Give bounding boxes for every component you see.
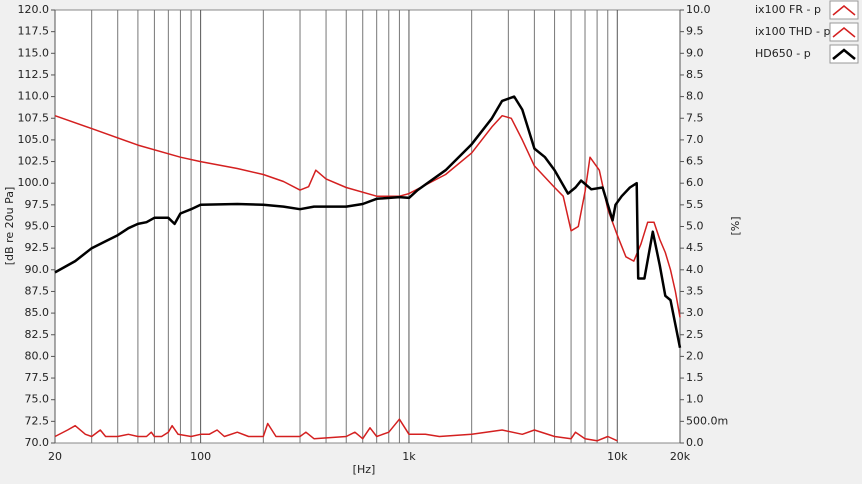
x-tick-label: 1k — [402, 450, 416, 463]
y-tick-label: 77.5 — [25, 371, 50, 384]
plot-area — [54, 9, 681, 444]
y2-tick-label: 2.0 — [686, 349, 704, 362]
y2-tick-label: 7.0 — [686, 133, 704, 146]
y-tick-label: 87.5 — [25, 284, 50, 297]
x-axis-label: [Hz] — [353, 463, 376, 476]
y2-tick-label: 500.0m — [686, 414, 728, 427]
y-tick-label: 100.0 — [18, 176, 50, 189]
legend-label: ix100 FR - p — [755, 3, 821, 16]
legend-swatch-box — [829, 22, 859, 42]
series-line — [54, 114, 681, 318]
y-tick-label: 107.5 — [18, 111, 50, 124]
y-axis-label: [dB re 20u Pa] — [3, 187, 16, 266]
y2-axis-label: [%] — [729, 216, 742, 235]
y2-tick-label: 6.0 — [686, 176, 704, 189]
series-line — [54, 95, 682, 348]
legend-swatch — [832, 5, 856, 16]
y-tick-label: 95.0 — [25, 220, 50, 233]
y-tick-label: 105.0 — [18, 133, 50, 146]
y2-tick-label: 1.0 — [686, 393, 704, 406]
y2-tick-label: 4.5 — [686, 241, 704, 254]
y2-tick-label: 3.5 — [686, 284, 704, 297]
y2-tick-label: 5.5 — [686, 198, 704, 211]
legend-label: ix100 THD - p — [755, 25, 830, 38]
y2-tick-label: 10.0 — [686, 3, 711, 16]
x-tick-label: 20k — [670, 450, 691, 463]
y-tick-label: 112.5 — [18, 68, 50, 81]
y-tick-label: 85.0 — [25, 306, 50, 319]
x-tick-label: 10k — [607, 450, 628, 463]
y2-tick-label: 6.5 — [686, 155, 704, 168]
y-tick-label: 72.5 — [25, 414, 50, 427]
legend-swatch — [832, 27, 856, 38]
y-tick-label: 90.0 — [25, 263, 50, 276]
y-tick-label: 120.0 — [18, 3, 50, 16]
y2-tick-label: 2.5 — [686, 328, 704, 341]
y-tick-label: 110.0 — [18, 90, 50, 103]
y-tick-label: 115.0 — [18, 46, 50, 59]
legend-swatch-box — [829, 0, 859, 20]
y-tick-label: 70.0 — [25, 436, 50, 449]
legend-swatch-box — [829, 44, 859, 64]
y-tick-label: 92.5 — [25, 241, 50, 254]
y-tick-label: 75.0 — [25, 393, 50, 406]
y-tick-label: 117.5 — [18, 25, 50, 38]
legend-swatch — [832, 48, 856, 60]
y2-tick-label: 8.0 — [686, 90, 704, 103]
y-tick-label: 102.5 — [18, 155, 50, 168]
legend-label: HD650 - p — [755, 47, 811, 60]
y2-tick-label: 9.5 — [686, 25, 704, 38]
y2-tick-label: 7.5 — [686, 111, 704, 124]
y2-tick-label: 1.5 — [686, 371, 704, 384]
x-tick-label: 100 — [190, 450, 211, 463]
y2-tick-label: 0.0 — [686, 436, 704, 449]
y-tick-label: 82.5 — [25, 328, 50, 341]
y2-tick-label: 9.0 — [686, 46, 704, 59]
x-tick-label: 20 — [48, 450, 62, 463]
y-tick-label: 80.0 — [25, 349, 50, 362]
y2-tick-label: 3.0 — [686, 306, 704, 319]
y2-tick-label: 4.0 — [686, 263, 704, 276]
y2-tick-label: 8.5 — [686, 68, 704, 81]
series-line — [54, 418, 618, 442]
y2-tick-label: 5.0 — [686, 220, 704, 233]
y-tick-label: 97.5 — [25, 198, 50, 211]
